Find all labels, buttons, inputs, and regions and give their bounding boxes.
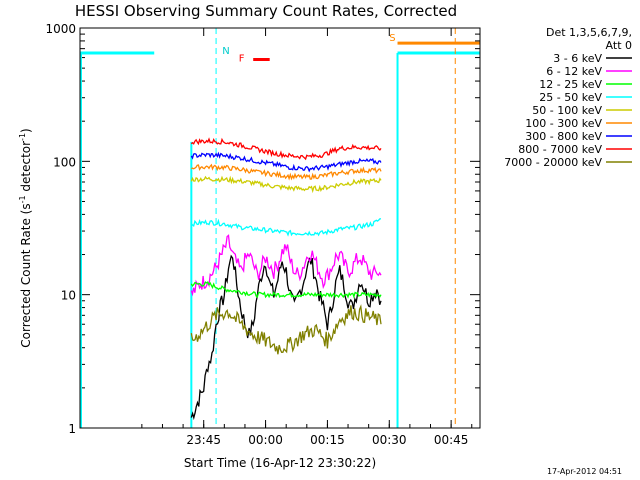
- series-line-7: [190, 137, 382, 161]
- ylabel-sup-1: -1: [18, 195, 27, 203]
- ylabel-base: Corrected Count Rate (s: [19, 203, 33, 347]
- legend-label-5: 100 - 300 keV: [525, 117, 602, 130]
- svg-text:Corrected Count Rate (s-1 dete: Corrected Count Rate (s-1 detector-1): [18, 128, 33, 347]
- legend-label-3: 25 - 50 keV: [539, 91, 602, 104]
- x-tick-label-2: 00:15: [310, 433, 345, 447]
- x-tick-label-4: 00:45: [434, 433, 469, 447]
- chart-title: HESSI Observing Summary Count Rates, Cor…: [75, 2, 457, 20]
- x-tick-label-3: 00:30: [372, 433, 407, 447]
- x-axis-title: Start Time (16-Apr-12 23:30:22): [184, 456, 376, 470]
- marker-n: N: [222, 46, 229, 57]
- legend-label-7: 800 - 7000 keV: [518, 143, 602, 156]
- y-axis-title: Corrected Count Rate (s-1 detector-1): [18, 128, 33, 347]
- series-line-0: [190, 254, 382, 421]
- marker-f: F: [239, 54, 245, 65]
- y-tick-label-3: 1000: [45, 22, 76, 36]
- series-line-5: [191, 163, 382, 181]
- x-tick-label-1: 00:00: [248, 433, 283, 447]
- y-tick-label-1: 10: [61, 289, 76, 303]
- legend-label-8: 7000 - 20000 keV: [504, 156, 602, 169]
- legend-header-1: Det 1,3,5,6,7,9,: [546, 26, 632, 39]
- legend-label-1: 6 - 12 keV: [546, 65, 602, 78]
- footer-timestamp: 17-Apr-2012 04:51: [547, 467, 622, 476]
- legend-label-6: 300 - 800 keV: [525, 130, 602, 143]
- series-line-8: [190, 304, 382, 355]
- marker-s: S: [389, 33, 395, 44]
- ylabel-sup-2: -1: [18, 133, 27, 141]
- series-line-2: [190, 281, 382, 299]
- series-line-4: [190, 175, 382, 194]
- y-tick-label-2: 100: [53, 155, 76, 169]
- legend-header-2: Att 0: [606, 39, 632, 52]
- ylabel-mid: detector: [19, 141, 33, 196]
- plot-frame: [79, 27, 481, 429]
- series-line-3: [190, 218, 382, 237]
- ylabel-end: ): [19, 128, 33, 133]
- series-line-6: [190, 151, 382, 173]
- legend-label-2: 12 - 25 keV: [539, 78, 602, 91]
- legend-label-0: 3 - 6 keV: [553, 52, 602, 65]
- y-tick-label-0: 1: [68, 422, 76, 436]
- x-tick-label-0: 23:45: [186, 433, 221, 447]
- legend-label-4: 50 - 100 keV: [532, 104, 602, 117]
- series-line-1: [190, 234, 382, 297]
